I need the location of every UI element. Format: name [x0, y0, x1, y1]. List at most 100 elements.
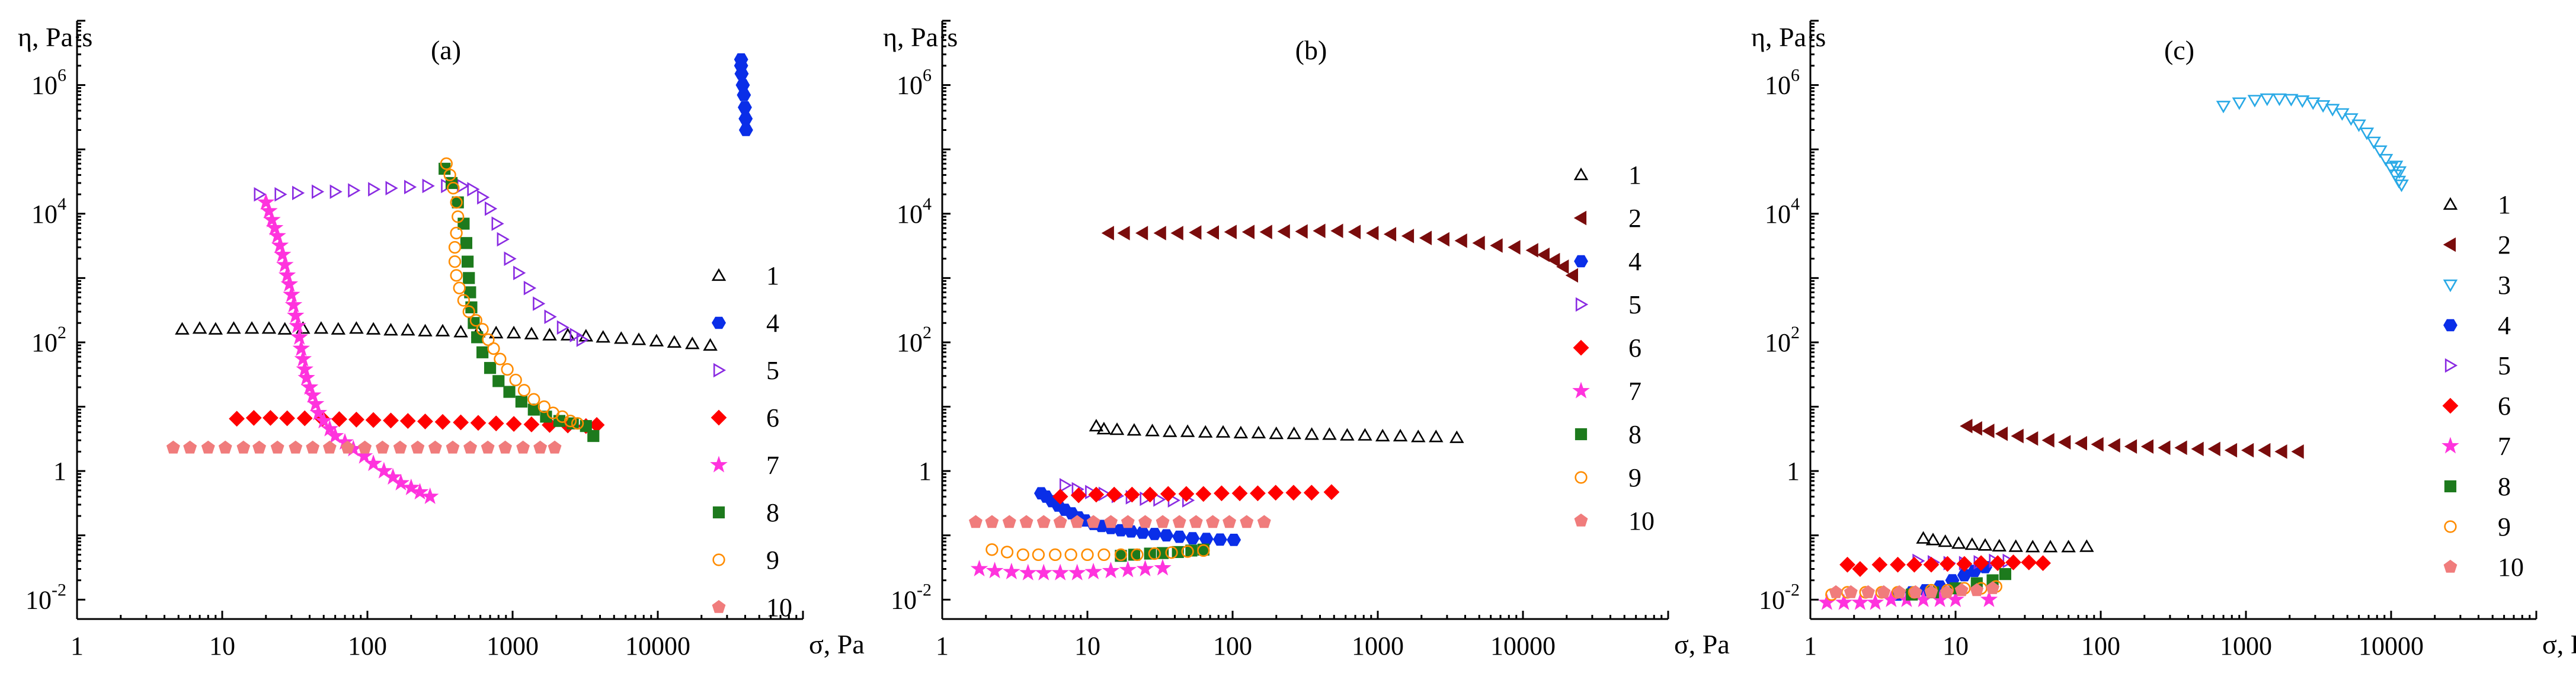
data-point	[467, 182, 480, 197]
legend-label: 2	[1628, 204, 1641, 233]
data-point	[315, 412, 332, 429]
data-point	[1982, 424, 1995, 438]
data-point	[460, 237, 473, 249]
data-point	[571, 417, 584, 430]
data-point	[1189, 515, 1203, 528]
x-tick-label: 1000	[2220, 631, 2272, 660]
y-tick-label: 102	[1765, 323, 1800, 357]
y-tick-label: 104	[1765, 194, 1800, 229]
data-point	[1084, 562, 1102, 579]
x-tick-label: 1	[936, 631, 949, 660]
x-tick-label: 1	[71, 631, 84, 660]
x-tick-label: 10000	[2359, 631, 2424, 660]
data-point	[1195, 486, 1212, 502]
data-point	[448, 255, 462, 268]
data-point	[331, 322, 346, 335]
data-point	[1923, 556, 1940, 573]
data-point	[453, 281, 466, 294]
data-point	[1547, 252, 1560, 268]
series-9	[440, 157, 584, 430]
data-point	[283, 286, 300, 303]
y-tick-label: 1	[919, 457, 932, 486]
data-point	[523, 280, 537, 296]
data-point	[1019, 563, 1037, 581]
data-point	[1348, 225, 1361, 239]
data-point	[1240, 515, 1254, 528]
data-point	[1916, 531, 1931, 544]
data-point	[1000, 546, 1014, 559]
legend-marker-square-green	[1575, 428, 1588, 441]
data-point	[1197, 544, 1210, 557]
data-point	[1454, 233, 1467, 248]
data-point	[1206, 225, 1219, 240]
data-point	[667, 335, 682, 348]
x-tick-label: 1000	[487, 631, 539, 660]
data-point	[313, 321, 329, 334]
data-point	[1954, 583, 1969, 597]
data-point	[1172, 530, 1187, 543]
data-point	[271, 236, 289, 254]
data-point	[1170, 226, 1183, 241]
legend-marker-triangle-down-open-cyan	[2443, 279, 2458, 293]
series-2	[1960, 418, 2304, 459]
data-point	[1829, 585, 1843, 598]
data-point	[462, 305, 475, 318]
data-point	[1556, 259, 1569, 274]
data-point	[1102, 562, 1120, 579]
data-point	[1003, 562, 1020, 579]
data-point	[527, 403, 540, 416]
data-point	[349, 321, 364, 334]
legend-label: 10	[1628, 506, 1655, 536]
data-point	[576, 332, 589, 347]
data-point	[434, 413, 451, 430]
data-point	[1323, 484, 1340, 501]
data-point	[1227, 533, 1241, 546]
data-point	[2025, 540, 2040, 553]
data-point	[1969, 421, 1982, 436]
data-point	[421, 487, 439, 504]
data-point	[2241, 442, 2254, 458]
data-point	[322, 440, 337, 454]
data-point	[1989, 555, 2006, 572]
data-point	[192, 321, 207, 334]
data-point	[1070, 515, 1084, 528]
x-tick-label: 10	[1943, 631, 1969, 660]
data-point	[470, 415, 487, 431]
data-point	[1304, 427, 1319, 440]
x-axis-label: σ, Pa	[809, 629, 865, 659]
data-point	[1119, 560, 1137, 578]
data-point	[542, 328, 557, 341]
data-point	[1124, 486, 1140, 503]
series-9	[985, 543, 1210, 562]
data-point	[1224, 225, 1237, 239]
data-point	[1206, 515, 1220, 528]
data-point	[263, 410, 279, 426]
legend-label: 8	[1628, 420, 1641, 449]
data-point	[270, 440, 284, 454]
data-point	[970, 560, 988, 576]
data-point	[392, 473, 410, 490]
legend-label: 6	[1628, 334, 1641, 363]
data-point	[1178, 486, 1195, 502]
data-point	[492, 375, 505, 387]
data-point	[2291, 444, 2304, 459]
series-3	[2216, 93, 2409, 193]
data-point	[1449, 430, 1464, 443]
data-point	[1436, 232, 1449, 247]
data-point	[1162, 424, 1177, 437]
data-point	[383, 412, 399, 429]
legend-marker-triangle-up-open-black	[1573, 167, 1589, 181]
data-point	[260, 201, 278, 219]
legend-label: 9	[1628, 463, 1641, 492]
legend-marker-pentagon-salmon	[1574, 513, 1588, 527]
legend-marker-triangle-up-open-black	[2443, 197, 2458, 210]
data-point	[306, 440, 320, 454]
data-point	[2378, 153, 2393, 167]
data-point	[463, 272, 475, 284]
data-point	[1051, 563, 1069, 581]
data-point	[393, 440, 407, 454]
data-point	[257, 193, 275, 210]
data-point	[1861, 585, 1875, 598]
data-point	[311, 184, 325, 199]
